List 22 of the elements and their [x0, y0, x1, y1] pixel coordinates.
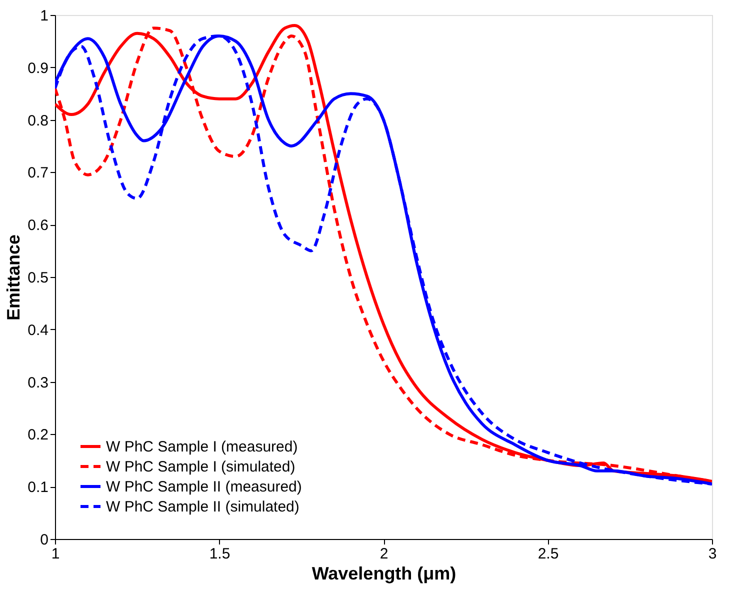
legend-label: W PhC Sample I (measured) [106, 438, 298, 456]
y-tick-label: 0.4 [28, 322, 48, 339]
legend-label: W PhC Sample II (measured) [106, 478, 302, 496]
y-tick-label: 0.2 [28, 426, 48, 444]
y-tick-label: 0.3 [28, 374, 48, 392]
x-tick-label: 1 [51, 546, 60, 562]
y-tick-label: 0.7 [28, 164, 48, 182]
y-tick-label: 0.8 [28, 112, 48, 130]
y-tick-label: 0.1 [28, 479, 48, 496]
y-tick-label: 0 [40, 532, 48, 548]
x-tick-label: 3 [708, 546, 717, 562]
x-tick-label: 2 [380, 546, 388, 562]
y-tick-label: 1 [40, 8, 48, 24]
y-tick-label: 0.6 [28, 217, 48, 234]
x-tick-label: 2.5 [538, 546, 559, 562]
legend-label: W PhC Sample I (simulated) [106, 458, 296, 476]
legend-label: W PhC Sample II (simulated) [106, 498, 300, 516]
x-tick-label: 1.5 [209, 546, 230, 562]
y-tick-label: 0.5 [28, 270, 48, 286]
y-axis-title: Emittance [4, 234, 24, 321]
y-tick-label: 0.9 [28, 60, 48, 77]
x-axis-title: Wavelength (μm) [312, 564, 456, 584]
